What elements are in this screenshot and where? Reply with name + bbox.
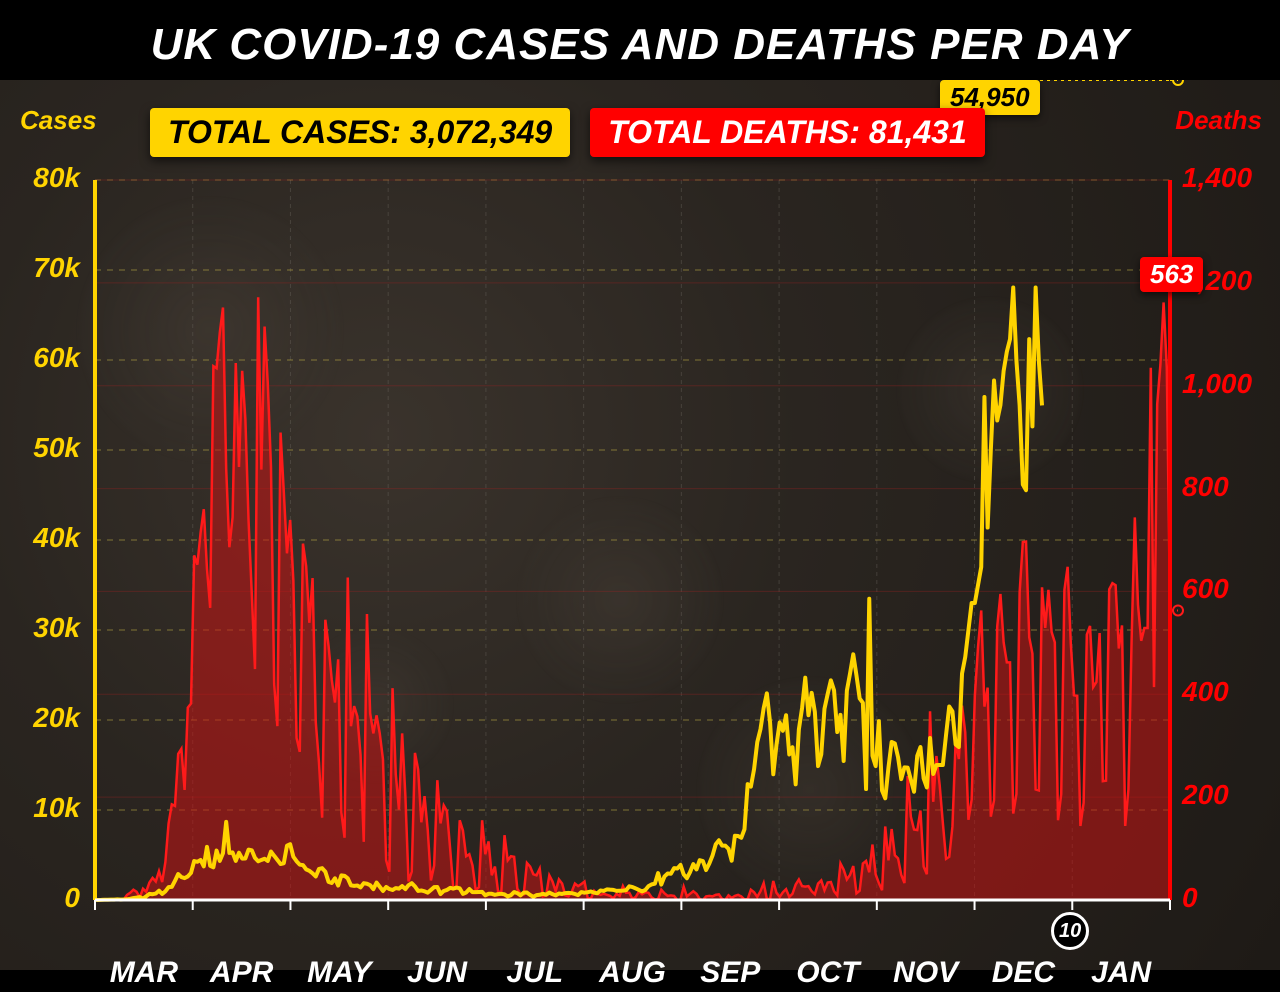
total-deaths-badge: TOTAL DEATHS: 81,431 — [590, 108, 985, 157]
day-marker: 10 — [1051, 912, 1089, 950]
title-bar: UK COVID-19 CASES AND DEATHS PER DAY — [0, 0, 1280, 80]
total-cases-badge: TOTAL CASES: 3,072,349 — [150, 108, 570, 157]
stat-boxes: TOTAL CASES: 3,072,349 TOTAL DEATHS: 81,… — [150, 108, 985, 157]
plot-svg — [0, 80, 1280, 970]
chart-area: TOTAL CASES: 3,072,349 TOTAL DEATHS: 81,… — [0, 80, 1280, 970]
last-deaths-callout: 563 — [1140, 257, 1203, 292]
page-title: UK COVID-19 CASES AND DEATHS PER DAY — [30, 20, 1250, 70]
